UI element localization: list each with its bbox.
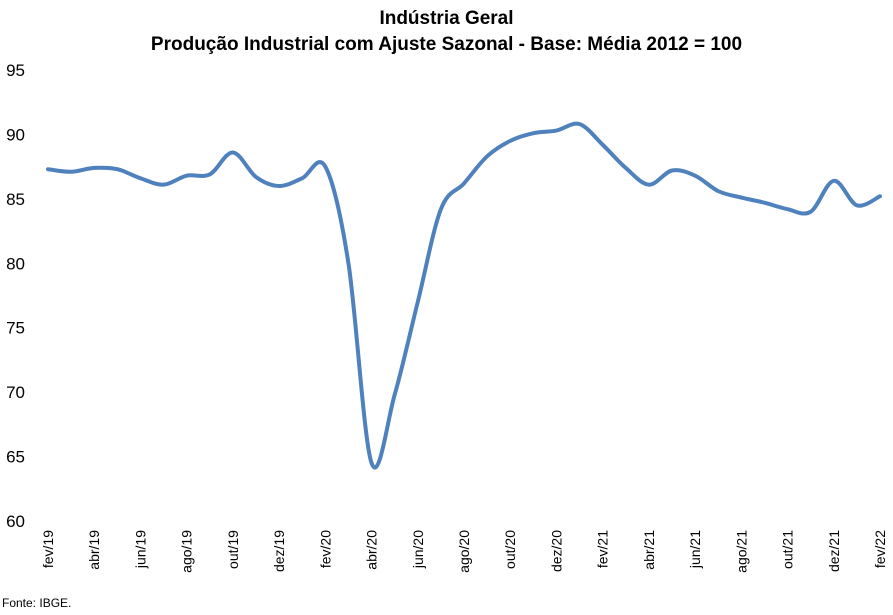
x-tick-label: fev/20 — [317, 530, 333, 568]
x-axis: fev/19 abr/19 jun/19 ago/19 out/19 dez/19 fev/… — [40, 530, 888, 573]
x-tick-label: jun/21 — [687, 530, 703, 569]
x-tick-label: abr/19 — [86, 530, 102, 570]
x-tick-label: out/21 — [780, 530, 796, 569]
x-tick-label: fev/19 — [40, 530, 56, 568]
chart-subtitle: Produção Industrial com Ajuste Sazonal -… — [150, 34, 743, 55]
x-tick-label: ago/19 — [179, 530, 195, 573]
x-tick-label: abr/20 — [364, 530, 380, 570]
y-tick-label: 80 — [6, 254, 25, 273]
x-tick-label: out/20 — [502, 530, 518, 569]
y-axis: 60 65 70 75 80 85 90 95 — [6, 61, 25, 531]
x-tick-label: out/19 — [225, 530, 241, 569]
x-tick-label: ago/21 — [733, 530, 749, 573]
y-tick-label: 70 — [6, 383, 25, 402]
x-tick-label: ago/20 — [456, 530, 472, 573]
x-tick-label: abr/21 — [641, 530, 657, 570]
chart-title: Indústria Geral — [379, 8, 514, 29]
x-tick-label: fev/21 — [595, 530, 611, 568]
x-tick-label: dez/19 — [271, 530, 287, 572]
series-line — [46, 121, 882, 470]
y-tick-label: 90 — [6, 125, 25, 144]
y-tick-label: 95 — [6, 61, 25, 80]
y-tick-label: 65 — [6, 448, 25, 467]
series-layer — [46, 121, 882, 470]
source-note: Fonte: IBGE. — [2, 596, 72, 610]
x-tick-label: dez/21 — [826, 530, 842, 572]
x-tick-label: dez/20 — [548, 530, 564, 572]
y-tick-label: 85 — [6, 190, 25, 209]
x-tick-label: jun/20 — [410, 530, 426, 569]
chart-title-block: Indústria Geral Produção Industrial com … — [0, 6, 893, 58]
y-tick-label: 60 — [6, 512, 25, 531]
y-tick-label: 75 — [6, 319, 25, 338]
x-tick-label: fev/22 — [872, 530, 888, 568]
x-tick-label: jun/19 — [132, 530, 148, 569]
